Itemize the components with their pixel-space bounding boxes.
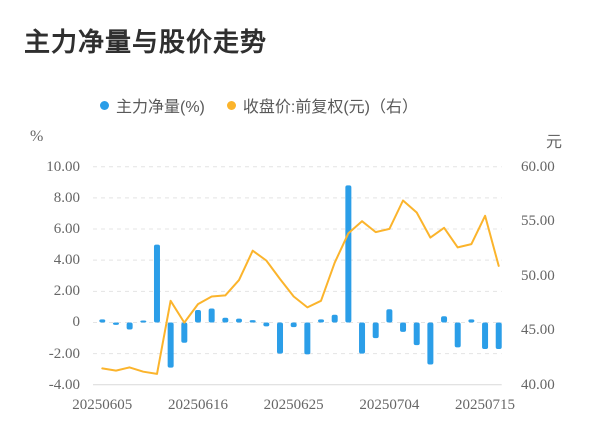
right-axis-unit: 元 [546,134,563,151]
bar [222,317,229,323]
y-tick-left: 2.00 [53,283,80,300]
bar [304,322,311,355]
bar [112,322,119,325]
y-tick-right: 60.00 [521,158,555,175]
y-tick-right: 45.00 [521,322,555,339]
y-tick-left: 8.00 [53,189,80,206]
bar [318,319,325,323]
bar [427,322,434,365]
bar [236,318,242,323]
bar [167,322,174,368]
bar [386,309,393,323]
bar [208,308,215,323]
bar [482,322,489,349]
bar [181,322,188,343]
y-tick-right: 55.00 [521,213,555,230]
legend-item-1[interactable]: 收盘价:前复权(元)（右） [226,93,418,117]
y-tick-right: 50.00 [521,267,555,284]
x-tick: 20250704 [359,397,420,413]
y-tick-left: 6.00 [53,221,80,237]
bar [359,322,366,354]
bar [400,322,407,332]
bar [126,322,133,330]
bar [249,320,256,323]
bar [331,314,338,323]
legend-dot [100,100,109,110]
bar [140,320,147,323]
left-axis-unit: % [30,128,44,145]
y-tick-left: 0 [72,314,81,331]
x-tick: 20250715 [455,397,516,413]
y-tick-right: 40.00 [521,376,555,393]
bar [263,322,270,327]
bar [372,322,379,339]
bar [468,319,475,323]
chart-title: 主力净量与股价走势 [24,27,268,57]
legend: 主力净量(%) 收盘价:前复权(元)（右） [100,93,418,117]
bar [99,319,106,323]
x-tick: 20250616 [167,397,228,413]
bar [345,185,352,323]
y-tick-left: 4.00 [53,252,80,269]
legend-dot [226,100,236,110]
x-tick: 20250605 [72,397,133,413]
y-tick-left: -2.00 [48,345,80,362]
bar [495,322,502,349]
legend-label: 收盘价:前复权(元)（右） [242,99,418,116]
bar [194,310,201,323]
bar [413,322,420,346]
legend-label: 主力净量(%) [116,99,205,116]
bar [454,322,461,348]
y-tick-left: -4.00 [48,376,80,393]
legend-item-0[interactable]: 主力净量(%) [100,93,205,117]
price-line [101,199,500,375]
bar [441,316,448,323]
bar [277,322,284,354]
bar [153,244,160,323]
bar [290,322,297,328]
x-tick: 20250625 [263,397,324,413]
y-tick-left: 10.00 [46,158,80,175]
